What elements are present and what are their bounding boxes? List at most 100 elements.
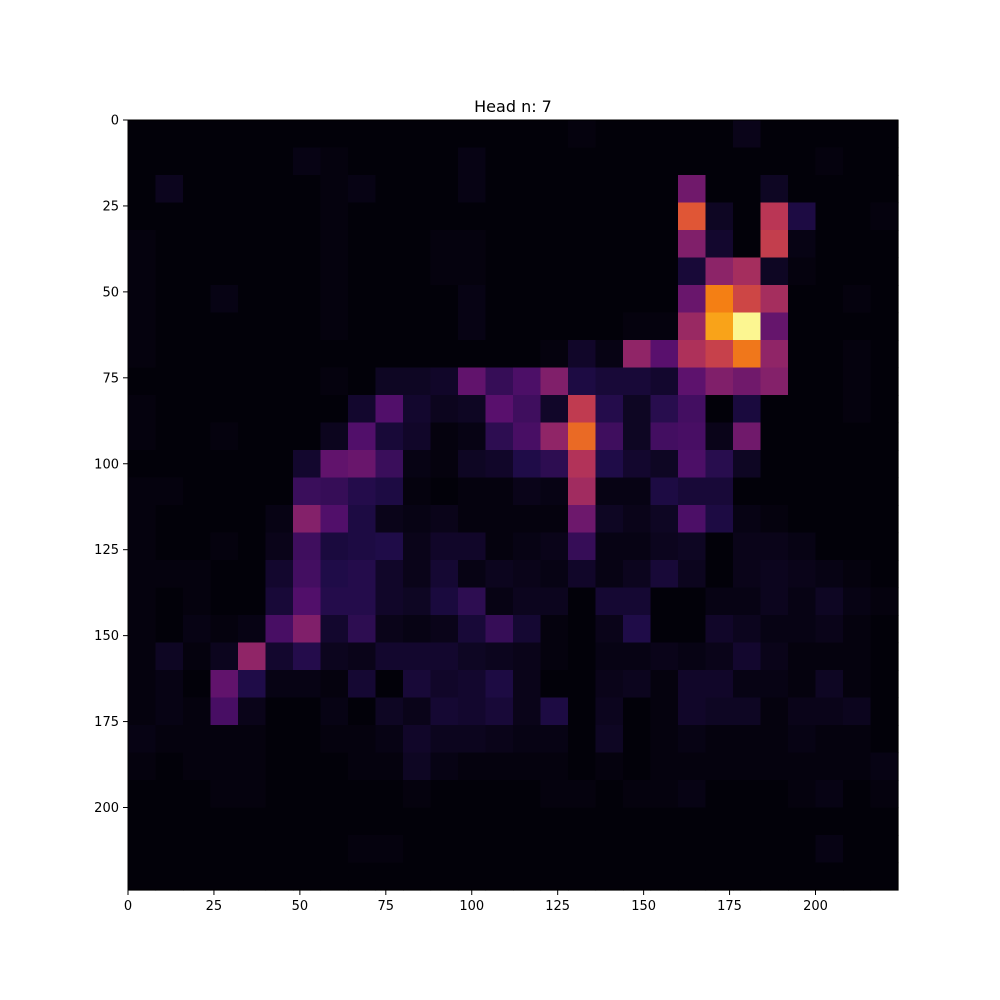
heatmap-cell: [128, 835, 157, 864]
plot-frame: [127, 119, 899, 891]
heatmap-cell: [705, 202, 734, 231]
heatmap-cell: [375, 532, 404, 561]
heatmap-cell: [623, 312, 652, 341]
heatmap-cell: [430, 835, 459, 864]
heatmap-cell: [458, 477, 487, 506]
heatmap-cell: [678, 642, 707, 671]
heatmap-cell: [458, 367, 487, 396]
heatmap-cell: [238, 532, 267, 561]
heatmap-cell: [623, 642, 652, 671]
heatmap-cell: [210, 257, 239, 286]
heatmap-cell: [155, 450, 184, 479]
heatmap-cell: [815, 230, 844, 259]
heatmap-cell: [183, 230, 212, 259]
heatmap-cell: [155, 615, 184, 644]
heatmap-cell: [238, 422, 267, 451]
y-tick-label: 0: [111, 114, 119, 129]
heatmap-cell: [183, 120, 212, 149]
heatmap-cell: [513, 560, 542, 589]
heatmap-cell: [623, 697, 652, 726]
heatmap-cell: [430, 725, 459, 754]
heatmap-cell: [568, 395, 597, 424]
heatmap-cell: [650, 120, 679, 149]
heatmap-cell: [210, 505, 239, 534]
heatmap-cell: [870, 285, 899, 314]
heatmap-cell: [733, 312, 762, 341]
heatmap-cell: [815, 147, 844, 176]
heatmap-cell: [650, 780, 679, 809]
heatmap-cell: [843, 120, 872, 149]
heatmap-cell: [238, 477, 267, 506]
heatmap-cell: [403, 532, 432, 561]
heatmap-cell: [870, 835, 899, 864]
heatmap-cell: [375, 615, 404, 644]
heatmap-cell: [678, 615, 707, 644]
heatmap-cell: [760, 532, 789, 561]
heatmap-cell: [815, 312, 844, 341]
heatmap-cell: [568, 835, 597, 864]
heatmap-cell: [843, 202, 872, 231]
heatmap-cell: [265, 725, 294, 754]
heatmap-cell: [293, 175, 322, 204]
heatmap-cell: [540, 670, 569, 699]
heatmap-cell: [678, 367, 707, 396]
heatmap-cell: [375, 147, 404, 176]
heatmap-cell: [760, 230, 789, 259]
heatmap-cell: [430, 642, 459, 671]
heatmap-cell: [430, 532, 459, 561]
heatmap-cell: [733, 862, 762, 891]
heatmap-cell: [348, 835, 377, 864]
heatmap-cell: [293, 835, 322, 864]
heatmap-cell: [210, 862, 239, 891]
heatmap-cell: [623, 147, 652, 176]
heatmap-cell: [788, 725, 817, 754]
heatmap-cell: [788, 422, 817, 451]
heatmap-cell: [843, 835, 872, 864]
heatmap-cell: [870, 780, 899, 809]
heatmap-cell: [348, 312, 377, 341]
heatmap-cell: [183, 835, 212, 864]
heatmap-cell: [513, 752, 542, 781]
heatmap-cell: [210, 312, 239, 341]
heatmap-cell: [320, 450, 349, 479]
heatmap-cell: [183, 285, 212, 314]
heatmap-cell: [238, 312, 267, 341]
heatmap-cell: [320, 367, 349, 396]
heatmap-cell: [540, 230, 569, 259]
heatmap-cell: [128, 560, 157, 589]
heatmap-cell: [595, 422, 624, 451]
heatmap-cell: [485, 697, 514, 726]
heatmap-cell: [320, 477, 349, 506]
heatmap-cell: [733, 725, 762, 754]
heatmap-cell: [155, 697, 184, 726]
heatmap-cell: [320, 642, 349, 671]
heatmap-cell: [843, 257, 872, 286]
heatmap-cell: [678, 862, 707, 891]
heatmap-cell: [430, 477, 459, 506]
x-tick-label: 150: [631, 899, 656, 914]
heatmap-cell: [705, 615, 734, 644]
heatmap-cell: [375, 642, 404, 671]
heatmap-cell: [760, 615, 789, 644]
heatmap-cell: [760, 395, 789, 424]
heatmap-cell: [403, 780, 432, 809]
heatmap-cell: [348, 807, 377, 836]
heatmap-cell: [183, 670, 212, 699]
heatmap-cell: [623, 450, 652, 479]
y-tick-label: 100: [94, 457, 119, 472]
heatmap-cell: [843, 505, 872, 534]
heatmap-cell: [458, 257, 487, 286]
heatmap-cell: [815, 807, 844, 836]
heatmap-cell: [375, 697, 404, 726]
heatmap-cell: [348, 395, 377, 424]
heatmap-cell: [568, 807, 597, 836]
heatmap-cell: [155, 532, 184, 561]
heatmap-cell: [595, 587, 624, 616]
heatmap-cell: [733, 532, 762, 561]
heatmap-cell: [320, 807, 349, 836]
heatmap-cell: [348, 780, 377, 809]
heatmap-cell: [238, 587, 267, 616]
heatmap-cell: [485, 807, 514, 836]
heatmap-cell: [430, 780, 459, 809]
heatmap-cell: [513, 725, 542, 754]
